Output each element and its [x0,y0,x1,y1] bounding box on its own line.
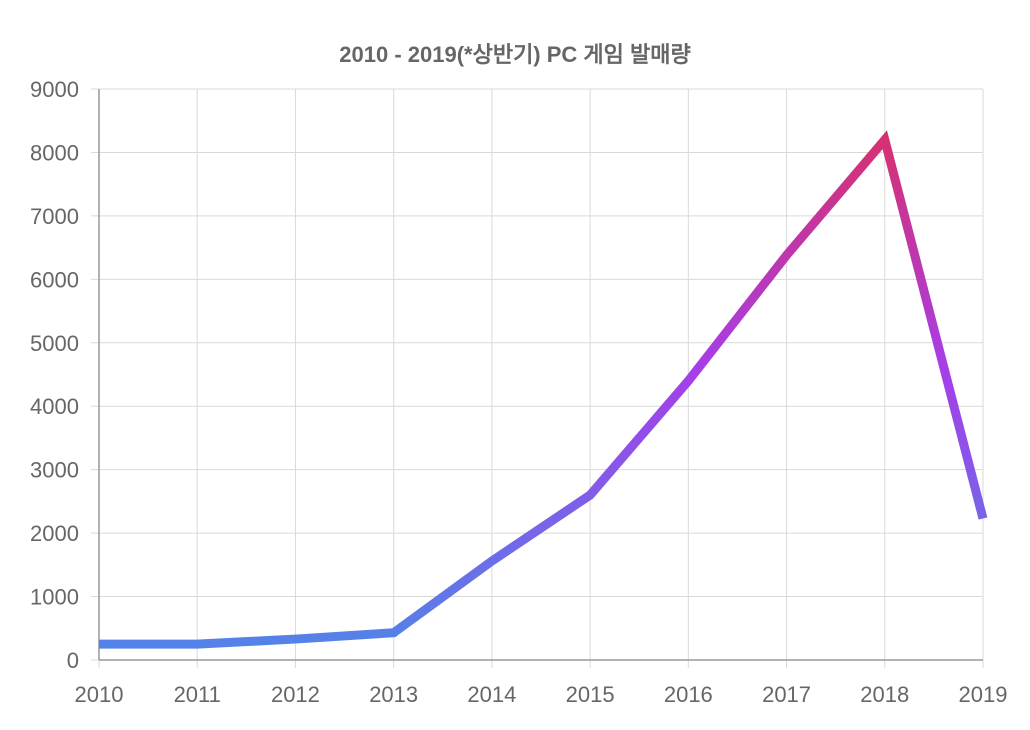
y-tick-label: 9000 [30,77,79,102]
x-tick-label: 2010 [75,682,124,707]
x-tick-label: 2013 [369,682,418,707]
y-tick-label: 0 [67,648,79,673]
x-tick-label: 2011 [174,682,221,707]
y-tick-label: 6000 [30,267,79,292]
y-tick-label: 5000 [30,331,79,356]
y-tick-label: 7000 [30,204,79,229]
y-tick-label: 3000 [30,458,79,483]
y-tick-label: 4000 [30,394,79,419]
x-tick-label: 2014 [467,682,516,707]
tick-labels: 0 1000 2000 3000 4000 5000 6000 7000 8000 9000 201… [30,77,1007,707]
series-line [99,130,988,649]
axes [98,89,983,661]
x-tick-label: 2018 [860,682,909,707]
y-tick-label: 2000 [30,521,79,546]
x-tick-label: 2012 [271,682,320,707]
x-tick-label: 2016 [664,682,713,707]
chart-title: 2010 - 2019(*상반기) PC 게임 발매량 [339,42,690,67]
x-tick-label: 2017 [762,682,811,707]
y-tick-label: 8000 [30,140,79,165]
x-tick-label: 2015 [566,682,615,707]
y-tick-label: 1000 [30,585,79,610]
series-layer [99,130,988,649]
x-tick-label: 2019 [959,682,1008,707]
